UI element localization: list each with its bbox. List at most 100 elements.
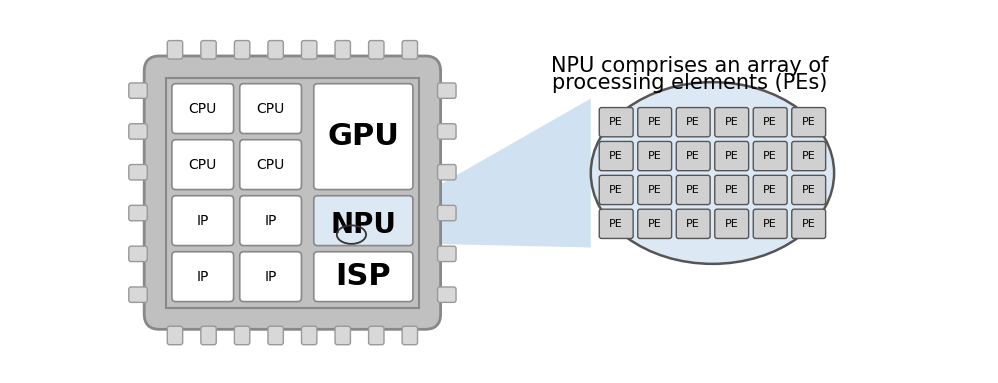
FancyBboxPatch shape <box>791 209 825 239</box>
Text: PE: PE <box>801 185 815 195</box>
FancyBboxPatch shape <box>240 196 301 246</box>
FancyBboxPatch shape <box>715 209 748 239</box>
FancyBboxPatch shape <box>402 326 417 345</box>
FancyBboxPatch shape <box>437 287 456 302</box>
Text: IP: IP <box>264 270 276 284</box>
Text: PE: PE <box>801 117 815 127</box>
FancyBboxPatch shape <box>172 252 234 301</box>
Text: NPU: NPU <box>330 211 396 239</box>
FancyBboxPatch shape <box>638 108 672 137</box>
FancyBboxPatch shape <box>313 252 413 301</box>
Text: IP: IP <box>197 270 209 284</box>
Text: CPU: CPU <box>256 158 284 172</box>
FancyBboxPatch shape <box>638 175 672 205</box>
Text: PE: PE <box>648 151 662 161</box>
FancyBboxPatch shape <box>129 205 148 221</box>
FancyBboxPatch shape <box>129 287 148 302</box>
FancyBboxPatch shape <box>791 175 825 205</box>
Text: IP: IP <box>264 214 276 228</box>
Text: PE: PE <box>610 219 623 229</box>
FancyBboxPatch shape <box>437 246 456 262</box>
Text: PE: PE <box>725 117 739 127</box>
Text: PE: PE <box>648 117 662 127</box>
FancyBboxPatch shape <box>715 175 748 205</box>
FancyBboxPatch shape <box>168 41 183 59</box>
FancyBboxPatch shape <box>129 83 148 98</box>
Text: PE: PE <box>763 117 777 127</box>
Text: PE: PE <box>687 185 700 195</box>
FancyBboxPatch shape <box>240 252 301 301</box>
FancyBboxPatch shape <box>168 326 183 345</box>
Bar <box>166 77 419 308</box>
FancyBboxPatch shape <box>753 141 787 171</box>
FancyBboxPatch shape <box>677 175 711 205</box>
Text: PE: PE <box>687 117 700 127</box>
Text: PE: PE <box>687 151 700 161</box>
FancyBboxPatch shape <box>437 205 456 221</box>
FancyBboxPatch shape <box>638 141 672 171</box>
FancyBboxPatch shape <box>437 165 456 180</box>
FancyBboxPatch shape <box>791 141 825 171</box>
FancyBboxPatch shape <box>335 326 350 345</box>
FancyBboxPatch shape <box>599 141 633 171</box>
Text: CPU: CPU <box>256 101 284 116</box>
FancyBboxPatch shape <box>753 209 787 239</box>
FancyBboxPatch shape <box>599 175 633 205</box>
FancyBboxPatch shape <box>402 41 417 59</box>
Ellipse shape <box>591 82 834 264</box>
FancyBboxPatch shape <box>129 124 148 139</box>
Text: PE: PE <box>610 117 623 127</box>
FancyBboxPatch shape <box>715 141 748 171</box>
Text: PE: PE <box>725 151 739 161</box>
FancyBboxPatch shape <box>677 141 711 171</box>
FancyBboxPatch shape <box>144 56 441 329</box>
Text: PE: PE <box>648 185 662 195</box>
FancyBboxPatch shape <box>129 165 148 180</box>
Text: PE: PE <box>763 219 777 229</box>
Text: GPU: GPU <box>327 122 399 151</box>
Text: PE: PE <box>763 151 777 161</box>
Text: PE: PE <box>801 219 815 229</box>
FancyBboxPatch shape <box>201 326 217 345</box>
Text: PE: PE <box>763 185 777 195</box>
FancyBboxPatch shape <box>240 140 301 190</box>
Text: processing elements (PEs): processing elements (PEs) <box>552 73 827 93</box>
FancyBboxPatch shape <box>791 108 825 137</box>
FancyBboxPatch shape <box>599 108 633 137</box>
FancyBboxPatch shape <box>599 209 633 239</box>
Text: PE: PE <box>725 219 739 229</box>
FancyBboxPatch shape <box>240 84 301 134</box>
FancyBboxPatch shape <box>753 108 787 137</box>
FancyBboxPatch shape <box>129 246 148 262</box>
FancyBboxPatch shape <box>437 83 456 98</box>
Text: CPU: CPU <box>189 158 217 172</box>
Text: PE: PE <box>801 151 815 161</box>
Polygon shape <box>366 98 591 247</box>
Text: ISP: ISP <box>335 262 391 291</box>
FancyBboxPatch shape <box>715 108 748 137</box>
FancyBboxPatch shape <box>301 41 317 59</box>
Text: NPU comprises an array of: NPU comprises an array of <box>551 56 828 76</box>
Text: PE: PE <box>610 151 623 161</box>
FancyBboxPatch shape <box>235 326 250 345</box>
FancyBboxPatch shape <box>201 41 217 59</box>
FancyBboxPatch shape <box>267 326 283 345</box>
Text: PE: PE <box>610 185 623 195</box>
FancyBboxPatch shape <box>267 41 283 59</box>
FancyBboxPatch shape <box>753 175 787 205</box>
FancyBboxPatch shape <box>437 124 456 139</box>
FancyBboxPatch shape <box>677 108 711 137</box>
FancyBboxPatch shape <box>301 326 317 345</box>
FancyBboxPatch shape <box>368 41 384 59</box>
FancyBboxPatch shape <box>172 84 234 134</box>
Text: PE: PE <box>648 219 662 229</box>
FancyBboxPatch shape <box>677 209 711 239</box>
FancyBboxPatch shape <box>235 41 250 59</box>
FancyBboxPatch shape <box>638 209 672 239</box>
FancyBboxPatch shape <box>368 326 384 345</box>
FancyBboxPatch shape <box>313 196 413 246</box>
Text: CPU: CPU <box>189 101 217 116</box>
FancyBboxPatch shape <box>172 140 234 190</box>
FancyBboxPatch shape <box>172 196 234 246</box>
Text: PE: PE <box>687 219 700 229</box>
